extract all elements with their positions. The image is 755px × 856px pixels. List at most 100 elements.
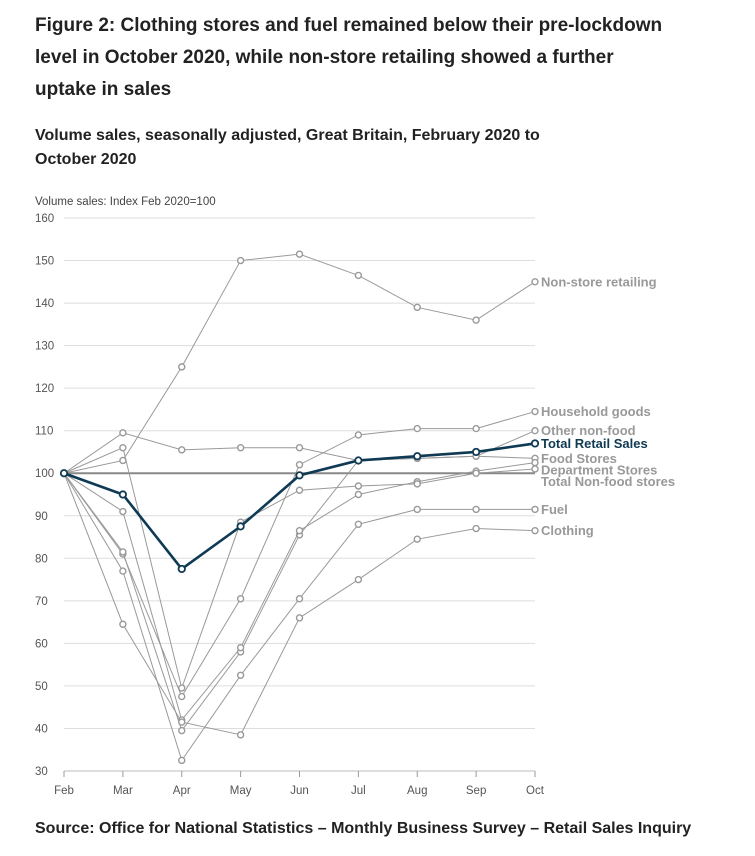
data-point-clothing[interactable] (413, 535, 421, 543)
y-tick-label: 90 (35, 511, 48, 523)
data-point-other-non-food[interactable] (119, 548, 127, 556)
data-point-total-retail-sales[interactable] (236, 522, 245, 531)
series-label-department-stores: Department Stores (541, 462, 657, 477)
data-point-food-stores[interactable] (119, 429, 127, 437)
data-point-clothing[interactable] (295, 614, 304, 622)
data-point-household-goods[interactable] (354, 431, 363, 439)
data-point-non-store-retailing[interactable] (354, 271, 363, 280)
data-point-household-goods[interactable] (531, 407, 539, 416)
data-point-fuel[interactable] (295, 595, 304, 603)
y-axis-label: Volume sales: Index Feb 2020=100 (35, 196, 216, 208)
y-tick-label: 100 (35, 468, 54, 480)
series-non-store-retailing (60, 250, 539, 477)
y-tick-label: 50 (35, 681, 48, 693)
data-point-household-goods[interactable] (236, 595, 245, 603)
data-point-household-goods[interactable] (413, 424, 421, 433)
data-point-total-non-food-stores[interactable] (354, 482, 363, 490)
x-tick-label: Apr (173, 785, 191, 797)
data-point-non-store-retailing[interactable] (413, 303, 421, 312)
data-point-non-store-retailing[interactable] (236, 256, 245, 265)
series-line-total-non-food-stores (63, 447, 536, 690)
series-labels: Non-store retailing Household goods Other … (541, 274, 675, 538)
data-point-total-non-food-stores[interactable] (531, 465, 539, 473)
x-tick-label: Sep (466, 785, 486, 797)
data-point-clothing[interactable] (472, 524, 480, 533)
y-tick-label: 40 (35, 723, 48, 735)
data-point-total-retail-sales[interactable] (59, 469, 69, 478)
data-point-total-non-food-stores[interactable] (119, 444, 127, 452)
data-point-fuel[interactable] (178, 756, 186, 765)
series-department-stores (60, 458, 539, 724)
data-point-fuel[interactable] (236, 671, 245, 679)
series-label-total-non-food-stores: Total Non-food stores (541, 474, 675, 489)
data-point-total-non-food-stores[interactable] (178, 684, 186, 692)
series-label-clothing: Clothing (541, 523, 594, 538)
data-point-other-non-food[interactable] (531, 426, 539, 435)
data-point-fuel[interactable] (354, 520, 363, 528)
data-point-total-non-food-stores[interactable] (413, 480, 421, 488)
data-point-total-retail-sales[interactable] (354, 456, 363, 465)
data-point-department-stores[interactable] (295, 526, 304, 535)
data-point-department-stores[interactable] (531, 458, 539, 467)
x-tick-label: Mar (113, 785, 133, 797)
x-tick-label: Jun (290, 785, 309, 797)
data-point-total-retail-sales[interactable] (472, 447, 481, 457)
series-layer (59, 250, 540, 765)
series-label-household-goods: Household goods (541, 404, 651, 419)
data-point-total-retail-sales[interactable] (295, 471, 304, 480)
y-tick-label: 60 (35, 638, 48, 650)
data-point-clothing[interactable] (531, 526, 539, 535)
series-total-non-food-stores (60, 444, 539, 692)
data-point-total-retail-sales[interactable] (530, 439, 540, 448)
data-point-total-retail-sales[interactable] (118, 490, 127, 499)
data-point-fuel[interactable] (531, 505, 539, 514)
x-tick-label: May (230, 785, 252, 797)
data-point-clothing[interactable] (354, 575, 363, 584)
data-point-fuel[interactable] (413, 505, 421, 514)
data-point-total-non-food-stores[interactable] (472, 469, 480, 477)
series-label-food-stores: Food Stores (541, 451, 617, 466)
series-line-clothing (63, 473, 536, 736)
data-point-household-goods[interactable] (295, 461, 304, 469)
y-tick-label: 130 (35, 341, 54, 353)
data-point-total-retail-sales[interactable] (413, 452, 422, 461)
series-label-other-non-food: Other non-food (541, 423, 636, 438)
x-tick-label: Aug (407, 785, 427, 797)
data-point-clothing[interactable] (119, 620, 127, 628)
data-point-household-goods[interactable] (472, 424, 480, 433)
data-point-non-store-retailing[interactable] (531, 278, 539, 286)
data-point-department-stores[interactable] (236, 643, 245, 652)
y-tick-label: 150 (35, 256, 54, 268)
y-tick-label: 70 (35, 596, 48, 608)
y-tick-label: 160 (35, 213, 54, 225)
data-point-food-stores[interactable] (236, 444, 245, 452)
data-point-fuel[interactable] (119, 567, 127, 575)
data-point-fuel[interactable] (472, 505, 480, 514)
data-point-department-stores[interactable] (354, 490, 363, 499)
data-point-total-non-food-stores[interactable] (295, 486, 304, 494)
data-point-non-store-retailing[interactable] (178, 363, 186, 371)
data-point-department-stores[interactable] (119, 507, 127, 516)
data-point-other-non-food[interactable] (178, 726, 186, 735)
data-point-clothing[interactable] (236, 731, 245, 739)
y-tick-label: 120 (35, 383, 54, 395)
data-point-household-goods[interactable] (178, 692, 186, 701)
y-tick-label: 110 (35, 426, 53, 438)
series-clothing (60, 469, 539, 739)
x-tick-label: Oct (526, 785, 545, 797)
data-point-non-store-retailing[interactable] (295, 250, 304, 258)
data-point-clothing[interactable] (178, 718, 186, 726)
data-point-food-stores[interactable] (178, 446, 186, 454)
series-fuel (60, 469, 539, 765)
source-note: Source: Office for National Statistics –… (35, 820, 692, 837)
series-label-fuel: Fuel (541, 502, 568, 517)
data-point-non-store-retailing[interactable] (472, 316, 480, 324)
series-line-non-store-retailing (63, 253, 536, 474)
series-line-department-stores (63, 462, 536, 722)
data-point-total-retail-sales[interactable] (177, 564, 186, 574)
data-point-food-stores[interactable] (295, 444, 304, 452)
series-total-retail-sales (59, 439, 540, 574)
y-tick-label: 80 (35, 553, 48, 565)
x-ticks: Feb Mar Apr May Jun Jul Aug Sep Oct (54, 770, 545, 797)
